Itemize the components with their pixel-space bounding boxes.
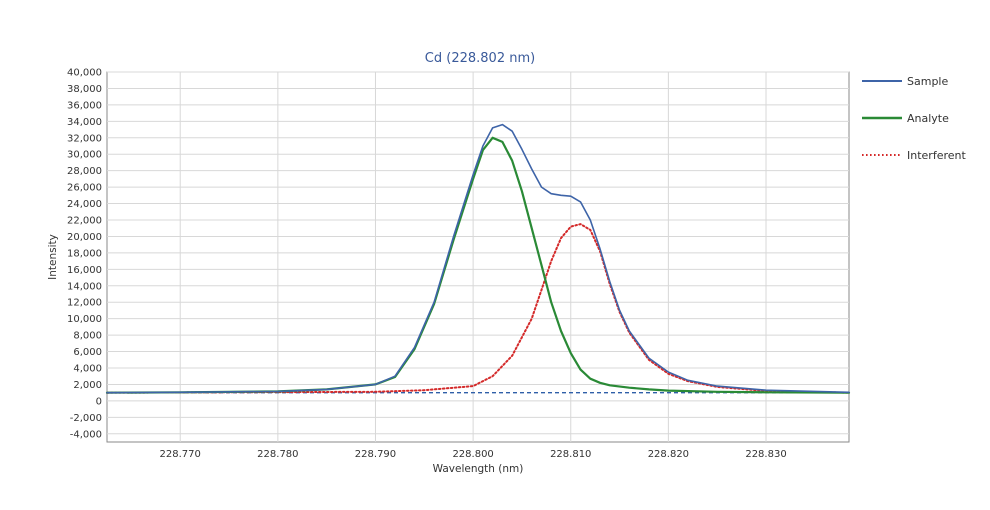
- legend-label-interferent: Interferent: [907, 149, 966, 162]
- y-tick-label: 24,000: [67, 199, 102, 210]
- chart-title: Cd (228.802 nm): [425, 51, 535, 66]
- y-tick-label: 8,000: [73, 331, 102, 342]
- y-tick-label: 12,000: [67, 298, 102, 309]
- x-tick-label: 228.780: [257, 449, 298, 460]
- x-axis-title: Wavelength (nm): [433, 463, 524, 475]
- series-line-interferent: [106, 223, 850, 394]
- legend: Sample Analyte Interferent: [862, 75, 966, 162]
- y-tick-label: -4,000: [70, 429, 102, 440]
- y-tick-label: 10,000: [67, 314, 102, 325]
- series-line-sample: [106, 123, 850, 394]
- y-tick-label: -2,000: [70, 413, 102, 424]
- x-tick-label: 228.830: [745, 449, 786, 460]
- y-tick-label: 22,000: [67, 216, 102, 227]
- y-axis-title: Intensity: [47, 234, 59, 280]
- legend-label-analyte: Analyte: [907, 112, 949, 125]
- x-tick-label: 228.820: [648, 449, 689, 460]
- y-tick-label: 30,000: [67, 150, 102, 161]
- y-tick-label: 40,000: [67, 68, 102, 79]
- y-tick-label: 26,000: [67, 183, 102, 194]
- y-tick-label: 14,000: [67, 281, 102, 292]
- y-tick-label: 4,000: [73, 364, 102, 375]
- y-tick-label: 2,000: [73, 380, 102, 391]
- y-tick-label: 0: [96, 396, 102, 407]
- grid-layer: [107, 71, 849, 442]
- y-tick-label: 38,000: [67, 84, 102, 95]
- y-tick-label: 16,000: [67, 265, 102, 276]
- y-tick-label: 20,000: [67, 232, 102, 243]
- y-tick-label: 18,000: [67, 248, 102, 259]
- legend-label-sample: Sample: [907, 75, 948, 88]
- plot-area: [106, 71, 850, 443]
- series-layer: [105, 123, 851, 394]
- x-tick-label: 228.810: [550, 449, 591, 460]
- y-axis: -4,000 -2,000 0 2,000 4,000 6,000 8,000 10,000 1…: [67, 68, 102, 441]
- y-tick-label: 28,000: [67, 166, 102, 177]
- y-tick-label: 36,000: [67, 100, 102, 111]
- y-tick-label: 6,000: [73, 347, 102, 358]
- x-tick-label: 228.790: [355, 449, 396, 460]
- x-tick-label: 228.770: [160, 449, 201, 460]
- x-axis: 228.770 228.780 228.790 228.800 228.810 228.8…: [160, 449, 787, 460]
- x-tick-label: 228.800: [452, 449, 493, 460]
- y-tick-label: 32,000: [67, 133, 102, 144]
- y-tick-label: 34,000: [67, 117, 102, 128]
